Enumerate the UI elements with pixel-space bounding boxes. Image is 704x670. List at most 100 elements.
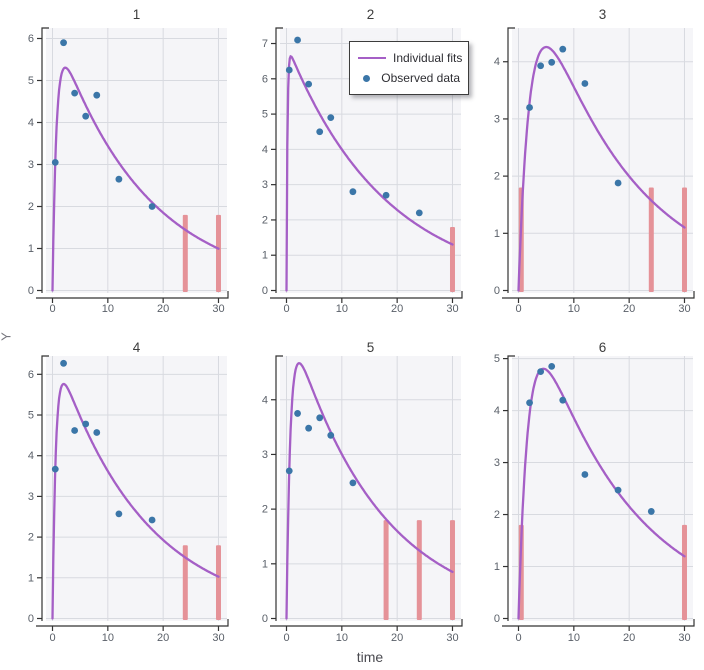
- observed-point: [316, 128, 324, 136]
- x-tick-label: 20: [157, 303, 169, 315]
- dose-bar: [416, 520, 422, 620]
- legend-item-individual-fits: Individual fits: [358, 51, 463, 65]
- observed-point: [548, 362, 556, 370]
- dose-bar: [449, 520, 455, 620]
- x-tick-label: 0: [283, 303, 289, 315]
- dose-bar: [182, 214, 188, 292]
- observed-point: [581, 471, 589, 478]
- observed-point: [82, 112, 90, 120]
- x-axis-line: [270, 291, 463, 299]
- observed-point: [537, 62, 545, 70]
- y-tick-label: 2: [262, 214, 268, 226]
- y-tick-label: 6: [262, 73, 268, 85]
- observed-point: [285, 66, 293, 74]
- y-tick-label: 1: [262, 250, 268, 262]
- y-axis-line: [41, 355, 49, 621]
- y-tick-label: 5: [28, 410, 34, 422]
- dose-bar: [681, 187, 687, 292]
- y-tick-label: 2: [494, 171, 500, 183]
- y-tick-label: 1: [28, 572, 34, 584]
- y-tick-label: 5: [262, 109, 268, 121]
- subplot-5: 0 1 2 3 4 0 10 20 30 5: [262, 340, 463, 644]
- subplot-title: 6: [599, 340, 607, 355]
- observed-point: [537, 368, 545, 375]
- x-tick-label: 0: [49, 303, 55, 315]
- x-tick-label: 0: [49, 632, 55, 644]
- x-axis-line: [502, 619, 695, 627]
- observed-point: [614, 179, 622, 187]
- x-tick-label: 0: [515, 632, 521, 644]
- observed-point: [60, 359, 67, 367]
- y-axis-line: [275, 355, 283, 621]
- y-tick-label: 4: [28, 450, 34, 462]
- y-tick-label: 4: [28, 117, 34, 129]
- observed-point: [559, 45, 567, 53]
- subplot-6: 0 1 2 3 4 5 0 10 20 30 6: [494, 340, 695, 644]
- y-tick-label: 2: [262, 504, 268, 516]
- y-axis-line: [275, 27, 283, 293]
- y-tick-label: 3: [494, 113, 500, 125]
- fit-line-swatch-box: [358, 57, 386, 59]
- x-tick-label: 10: [568, 632, 580, 644]
- x-tick-label: 10: [336, 632, 348, 644]
- fit-curve: [51, 66, 220, 292]
- observed-point: [115, 175, 123, 183]
- y-tick-label: 0: [494, 285, 500, 297]
- dose-bar: [383, 520, 389, 620]
- dose-bar: [449, 226, 455, 292]
- y-axis-line: [41, 27, 49, 293]
- y-tick-label: 5: [494, 353, 500, 365]
- observed-point: [327, 431, 335, 439]
- x-tick-label: 20: [623, 303, 635, 315]
- x-tick-label: 10: [568, 303, 580, 315]
- y-tick-label: 3: [262, 449, 268, 461]
- observed-point: [559, 396, 567, 404]
- x-tick-label: 30: [678, 632, 690, 644]
- y-axis-line: [507, 27, 515, 293]
- dose-bar: [648, 187, 654, 292]
- y-tick-label: 0: [28, 285, 34, 297]
- observed-point: [71, 89, 79, 97]
- observed-point: [327, 114, 335, 122]
- observed-point: [60, 39, 67, 47]
- y-tick-label: 0: [262, 285, 268, 297]
- y-tick-label: 2: [28, 532, 34, 544]
- x-tick-label: 0: [515, 303, 521, 315]
- x-tick-label: 30: [212, 632, 224, 644]
- x-tick-label: 30: [212, 303, 224, 315]
- dose-bar: [681, 524, 687, 620]
- fit-curve: [517, 45, 686, 292]
- subplot-title: 1: [133, 7, 141, 22]
- y-tick-label: 1: [494, 228, 500, 240]
- y-tick-label: 3: [28, 491, 34, 503]
- legend-label-individual-fits: Individual fits: [393, 51, 463, 65]
- x-tick-label: 10: [102, 303, 114, 315]
- subplot-3: 0 1 2 3 4 0 10 20 30 3: [494, 7, 695, 315]
- subplot-1: 0 1 2 3 4 5 6 0 10 20 30 1: [28, 7, 229, 315]
- y-tick-label: 1: [494, 561, 500, 573]
- observed-point: [647, 508, 655, 515]
- y-tick-label: 3: [28, 159, 34, 171]
- fit-curve: [51, 382, 220, 620]
- y-tick-label: 4: [494, 56, 500, 68]
- y-axis-label: Y: [0, 332, 14, 341]
- observed-point-swatch-box: [358, 74, 374, 82]
- observed-point: [526, 104, 533, 111]
- y-tick-label: 4: [262, 144, 268, 156]
- observed-point: [305, 424, 313, 432]
- observed-point: [415, 209, 423, 217]
- observed-point: [82, 420, 90, 428]
- x-axis-line: [502, 291, 695, 299]
- fit-curve: [517, 367, 686, 620]
- x-tick-label: 20: [391, 632, 403, 644]
- x-tick-label: 30: [678, 303, 690, 315]
- y-tick-label: 0: [28, 613, 34, 625]
- observed-point: [71, 427, 79, 434]
- observed-point: [93, 429, 101, 436]
- subplot-title: 4: [133, 340, 141, 355]
- observed-point: [148, 516, 156, 524]
- x-tick-label: 30: [446, 632, 458, 644]
- legend: Individual fits Observed data: [349, 41, 469, 95]
- y-tick-label: 2: [494, 509, 500, 521]
- observed-point: [294, 36, 301, 44]
